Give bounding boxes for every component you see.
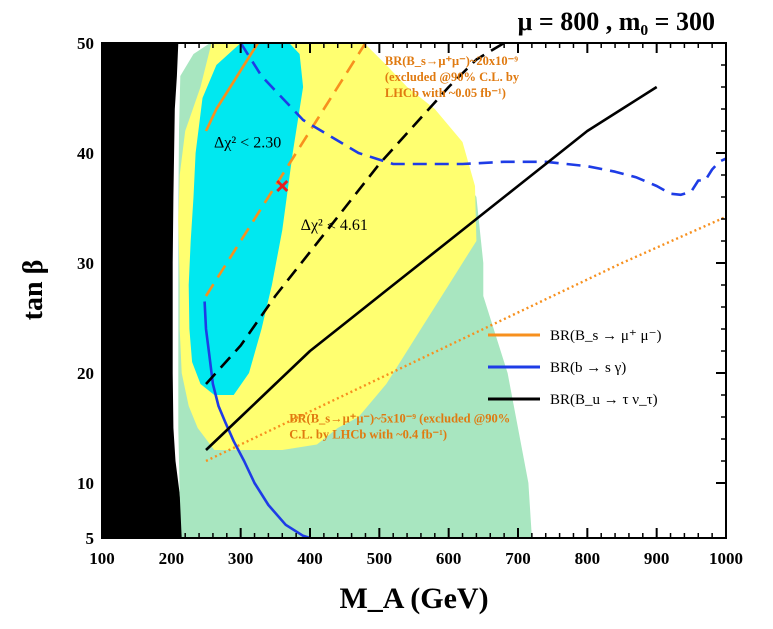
y-tick-label: 30 — [77, 254, 94, 273]
x-tick-label: 1000 — [709, 549, 743, 568]
annotation-2: BR(B_s→μ⁺μ⁻)~5x10⁻⁹ (excluded @90% C.L. b… — [289, 412, 510, 442]
legend-entry-bsgamma: BR(b → s γ) — [488, 360, 626, 376]
region-label-2: Δχ² < 4.61 — [301, 217, 368, 234]
x-axis-title: M_A (GeV) — [339, 582, 488, 615]
y-axis-title: tan β — [18, 260, 49, 321]
x-tick-label: 900 — [644, 549, 670, 568]
region-chi230 — [188, 43, 304, 395]
chart-title: μ = 800 , m₀ = 300 — [518, 7, 715, 36]
legend-entry-bsmumu: BR(B_s → μ⁺ μ⁻) — [488, 328, 662, 344]
y-tick-label: 50 — [77, 34, 94, 53]
region-label-1: Δχ² < 2.30 — [214, 135, 281, 152]
x-tick-label: 100 — [89, 549, 115, 568]
series-bsgamma — [203, 301, 311, 538]
best-fit-marker — [276, 179, 289, 193]
svg-text:BR(b → s γ): BR(b → s γ) — [550, 360, 626, 376]
y-tick-label: 10 — [77, 474, 94, 493]
svg-text:BR(B_u → τ ν_τ): BR(B_u → τ ν_τ) — [550, 392, 658, 408]
y-tick-label: 5 — [86, 529, 95, 548]
series-bsgamma-upper — [239, 43, 726, 197]
legend-entry-btaunu: BR(B_u → τ ν_τ) — [488, 392, 658, 408]
x-tick-label: 800 — [575, 549, 601, 568]
series-bsmumu-dashed — [204, 43, 367, 297]
series-bsmumu-dotted — [205, 215, 726, 463]
plot-frame — [101, 42, 727, 539]
y-tick-label: 40 — [77, 144, 94, 163]
x-tick-label: 300 — [228, 549, 254, 568]
x-tick-label: 400 — [297, 549, 323, 568]
y-tick-label: 20 — [77, 364, 94, 383]
x-tick-label: 600 — [436, 549, 462, 568]
series-btaunu-dashed — [205, 43, 505, 385]
x-tick-label: 500 — [367, 549, 393, 568]
svg-text:BR(B_s → μ⁺ μ⁻): BR(B_s → μ⁺ μ⁻) — [550, 328, 662, 344]
annotation-1: BR(B_s→μ⁺μ⁻)~20x10⁻⁹ (excluded @90% C.L. … — [385, 54, 520, 100]
x-tick-label: 700 — [505, 549, 531, 568]
x-tick-label: 200 — [159, 549, 185, 568]
series-btaunu — [205, 85, 658, 451]
series-bsmumu — [204, 43, 260, 132]
region-excluded — [102, 43, 186, 538]
